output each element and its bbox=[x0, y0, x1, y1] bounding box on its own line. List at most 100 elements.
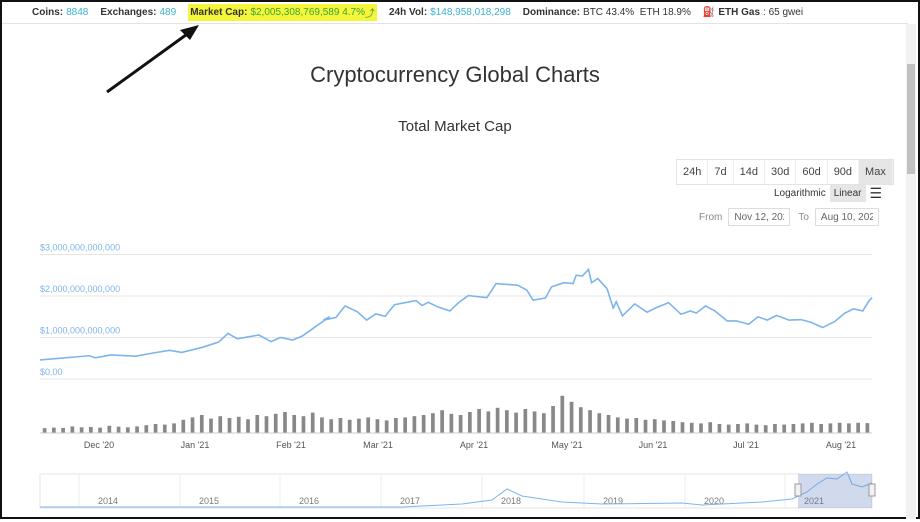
gas-pump-icon: ⛽ bbox=[702, 7, 716, 18]
x-tick-label: Jan '21 bbox=[181, 440, 210, 450]
volume-bar bbox=[264, 416, 269, 433]
volume-bar bbox=[273, 413, 278, 433]
volume-bar bbox=[689, 422, 694, 433]
range-button-7d[interactable]: 7d bbox=[708, 160, 734, 184]
volume-bar bbox=[615, 417, 620, 433]
navigator-year-label: 2019 bbox=[603, 496, 623, 506]
range-button-max[interactable]: Max bbox=[859, 160, 893, 184]
dominance-stat[interactable]: Dominance: BTC 43.4% ETH 18.9% bbox=[522, 7, 691, 18]
hamburger-menu-icon[interactable]: ☰ bbox=[869, 185, 883, 201]
range-button-24h[interactable]: 24h bbox=[677, 160, 709, 184]
volume-bar bbox=[449, 413, 454, 433]
navigator-year-label: 2021 bbox=[804, 496, 824, 506]
volume-bar bbox=[172, 423, 176, 433]
navigator-year-label: 2014 bbox=[98, 496, 118, 506]
page-title: Cryptocurrency Global Charts bbox=[310, 62, 600, 87]
logarithmic-button[interactable]: Logarithmic bbox=[774, 188, 826, 199]
navigator-year-label: 2020 bbox=[704, 496, 724, 506]
y-tick-label: $2,000,000,000,000 bbox=[40, 284, 120, 294]
volume-bar bbox=[754, 424, 759, 433]
volume-bar bbox=[79, 427, 84, 433]
volume-bar bbox=[662, 420, 666, 433]
volume-bar bbox=[736, 424, 740, 433]
volume-bar bbox=[541, 413, 546, 433]
volume-bar bbox=[292, 415, 297, 433]
range-button-90d[interactable]: 90d bbox=[828, 160, 860, 184]
gas-stat[interactable]: ⛽ ETH Gas: 65 gwei bbox=[702, 7, 804, 18]
volume-bar bbox=[477, 409, 481, 433]
volume-bar bbox=[366, 417, 371, 433]
market-cap-chart[interactable]: $0.00 $1,000,000,000,000 $2,000,000,000,00… bbox=[2, 222, 908, 522]
navigator-handle[interactable] bbox=[794, 483, 802, 497]
volume-bar bbox=[773, 424, 777, 433]
market-cap-line bbox=[39, 267, 873, 361]
volume-bar bbox=[643, 419, 648, 433]
volume-bar bbox=[98, 427, 102, 433]
volume-stat[interactable]: 24h Vol: $148,958,018,298 bbox=[389, 7, 511, 18]
scrollbar[interactable] bbox=[906, 24, 916, 519]
coins-stat[interactable]: Coins: 8848 bbox=[32, 7, 89, 18]
volume-bar bbox=[800, 423, 805, 433]
volume-bar bbox=[70, 426, 75, 433]
volume-bar bbox=[847, 423, 851, 433]
volume-bar bbox=[625, 418, 629, 433]
volume-bar bbox=[329, 419, 334, 433]
volume-bar bbox=[486, 411, 491, 433]
volume-bar bbox=[699, 423, 703, 433]
volume-bar bbox=[745, 423, 750, 433]
to-date-input[interactable] bbox=[814, 208, 879, 226]
volume-bar bbox=[384, 420, 389, 433]
volume-bar bbox=[791, 424, 796, 433]
volume-bar bbox=[357, 418, 361, 433]
volume-bar bbox=[144, 425, 149, 433]
volume-bar bbox=[403, 417, 408, 433]
volume-bar bbox=[708, 422, 713, 433]
x-tick-label: Jun '21 bbox=[639, 440, 668, 450]
volume-bar bbox=[680, 422, 685, 433]
volume-bar bbox=[153, 424, 158, 433]
from-date-input[interactable] bbox=[728, 208, 791, 226]
volume-bar bbox=[88, 427, 93, 433]
navigator-selection[interactable] bbox=[798, 474, 872, 508]
scrollbar-thumb[interactable] bbox=[907, 64, 915, 174]
exchanges-stat[interactable]: Exchanges: 489 bbox=[100, 7, 177, 18]
volume-bar bbox=[782, 424, 787, 433]
volume-bar bbox=[468, 412, 472, 433]
volume-bar bbox=[588, 410, 592, 433]
volume-bar bbox=[246, 419, 250, 433]
market-cap-stat[interactable]: Market Cap: $2,005,308,769,589 4.7% ⤴ bbox=[188, 4, 377, 21]
volume-bar bbox=[181, 419, 186, 433]
global-stats-bar: Coins: 8848 Exchanges: 489 Market Cap: $2,0… bbox=[2, 2, 908, 24]
volume-bar bbox=[107, 425, 112, 433]
volume-bar bbox=[606, 415, 611, 433]
range-button-60d[interactable]: 60d bbox=[796, 160, 828, 184]
volume-bar bbox=[162, 424, 167, 433]
navigator-year-label: 2015 bbox=[199, 496, 219, 506]
arrow-up-icon: ⤴ bbox=[365, 9, 375, 20]
volume-bar bbox=[495, 407, 500, 433]
volume-bar bbox=[255, 415, 260, 433]
volume-bar bbox=[551, 406, 555, 433]
volume-bar bbox=[634, 418, 639, 433]
volume-bar bbox=[310, 412, 315, 433]
volume-bar bbox=[301, 416, 306, 433]
chart-title: Total Market Cap bbox=[398, 118, 512, 135]
linear-button[interactable]: Linear bbox=[829, 185, 866, 202]
volume-bar bbox=[458, 415, 463, 433]
range-button-14d[interactable]: 14d bbox=[734, 160, 765, 184]
range-button-30d[interactable]: 30d bbox=[765, 160, 797, 184]
volume-bar bbox=[190, 417, 195, 433]
volume-bar bbox=[569, 401, 574, 433]
volume-bar bbox=[597, 413, 602, 433]
volume-bar bbox=[338, 418, 343, 433]
volume-bar bbox=[412, 416, 417, 433]
volume-bar bbox=[717, 424, 722, 433]
volume-bar bbox=[856, 422, 860, 433]
annotation-arrow-icon bbox=[106, 25, 199, 94]
volume-bar bbox=[320, 417, 324, 433]
volume-bar bbox=[431, 413, 435, 433]
volume-bar bbox=[421, 415, 426, 433]
y-tick-label: $0.00 bbox=[40, 367, 63, 377]
navigator-handle[interactable] bbox=[868, 483, 876, 497]
x-tick-label: Dec '20 bbox=[84, 440, 114, 450]
